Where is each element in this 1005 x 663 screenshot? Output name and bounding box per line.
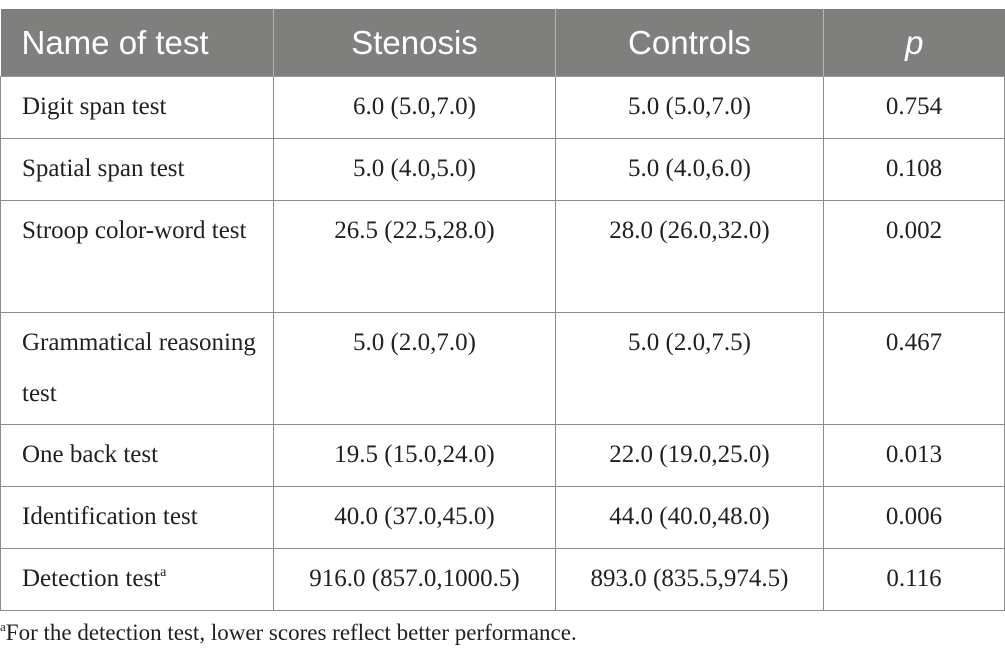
header-p-value: p: [823, 9, 1005, 77]
controls-cell: 44.0 (40.0,48.0): [555, 486, 824, 549]
p-value-cell: 0.467: [823, 312, 1005, 425]
table-row: Digit span test 6.0 (5.0,7.0) 5.0 (5.0,7…: [0, 76, 1005, 139]
footnote-text: For the detection test, lower scores ref…: [5, 620, 577, 645]
results-table: Name of test Stenosis Controls p Digit s…: [0, 9, 1005, 611]
table-row: Grammatical reasoning test 5.0 (2.0,7.0)…: [0, 312, 1005, 425]
table-row: Identification test 40.0 (37.0,45.0) 44.…: [0, 486, 1005, 549]
stenosis-cell: 916.0 (857.0,1000.5): [273, 548, 556, 611]
table-footnote: aFor the detection test, lower scores re…: [0, 620, 577, 646]
controls-cell: 5.0 (2.0,7.5): [555, 312, 824, 425]
test-name: Identification test: [22, 503, 198, 530]
stenosis-cell: 26.5 (22.5,28.0): [273, 200, 556, 313]
header-name-of-test: Name of test: [0, 9, 274, 77]
p-value-cell: 0.116: [823, 548, 1005, 611]
test-name: Spatial span test: [22, 155, 185, 182]
p-value-cell: 0.754: [823, 76, 1005, 139]
test-name: Digit span test: [22, 93, 167, 120]
stenosis-cell: 5.0 (2.0,7.0): [273, 312, 556, 425]
test-name-cell: Grammatical reasoning test: [0, 312, 274, 425]
stenosis-cell: 5.0 (4.0,5.0): [273, 138, 556, 201]
test-name: Detection test: [22, 565, 161, 592]
test-name-cell: Digit span test: [0, 76, 274, 139]
footnote-marker: a: [160, 565, 167, 580]
p-value-cell: 0.108: [823, 138, 1005, 201]
test-name: Stroop color-word test: [22, 217, 247, 244]
p-value-cell: 0.006: [823, 486, 1005, 549]
stenosis-cell: 19.5 (15.0,24.0): [273, 424, 556, 487]
test-name: Grammatical reasoning test: [22, 329, 256, 407]
test-name-cell: Detection testa: [0, 548, 274, 611]
test-name-cell: Stroop color-word test: [0, 200, 274, 313]
header-row: Name of test Stenosis Controls p: [0, 9, 1005, 77]
table-row: Stroop color-word test 26.5 (22.5,28.0) …: [0, 200, 1005, 313]
controls-cell: 5.0 (5.0,7.0): [555, 76, 824, 139]
test-name: One back test: [22, 441, 159, 468]
p-value-cell: 0.013: [823, 424, 1005, 487]
table-row: Detection testa 916.0 (857.0,1000.5) 893…: [0, 548, 1005, 611]
test-name-cell: One back test: [0, 424, 274, 487]
header-stenosis: Stenosis: [273, 9, 556, 77]
controls-cell: 5.0 (4.0,6.0): [555, 138, 824, 201]
test-name-cell: Identification test: [0, 486, 274, 549]
controls-cell: 22.0 (19.0,25.0): [555, 424, 824, 487]
test-name-cell: Spatial span test: [0, 138, 274, 201]
stenosis-cell: 40.0 (37.0,45.0): [273, 486, 556, 549]
table-row: Spatial span test 5.0 (4.0,5.0) 5.0 (4.0…: [0, 138, 1005, 201]
controls-cell: 893.0 (835.5,974.5): [555, 548, 824, 611]
header-controls: Controls: [555, 9, 824, 77]
table-row: One back test 19.5 (15.0,24.0) 22.0 (19.…: [0, 424, 1005, 487]
p-value-cell: 0.002: [823, 200, 1005, 313]
stenosis-cell: 6.0 (5.0,7.0): [273, 76, 556, 139]
controls-cell: 28.0 (26.0,32.0): [555, 200, 824, 313]
footnote-marker: a: [0, 619, 6, 634]
